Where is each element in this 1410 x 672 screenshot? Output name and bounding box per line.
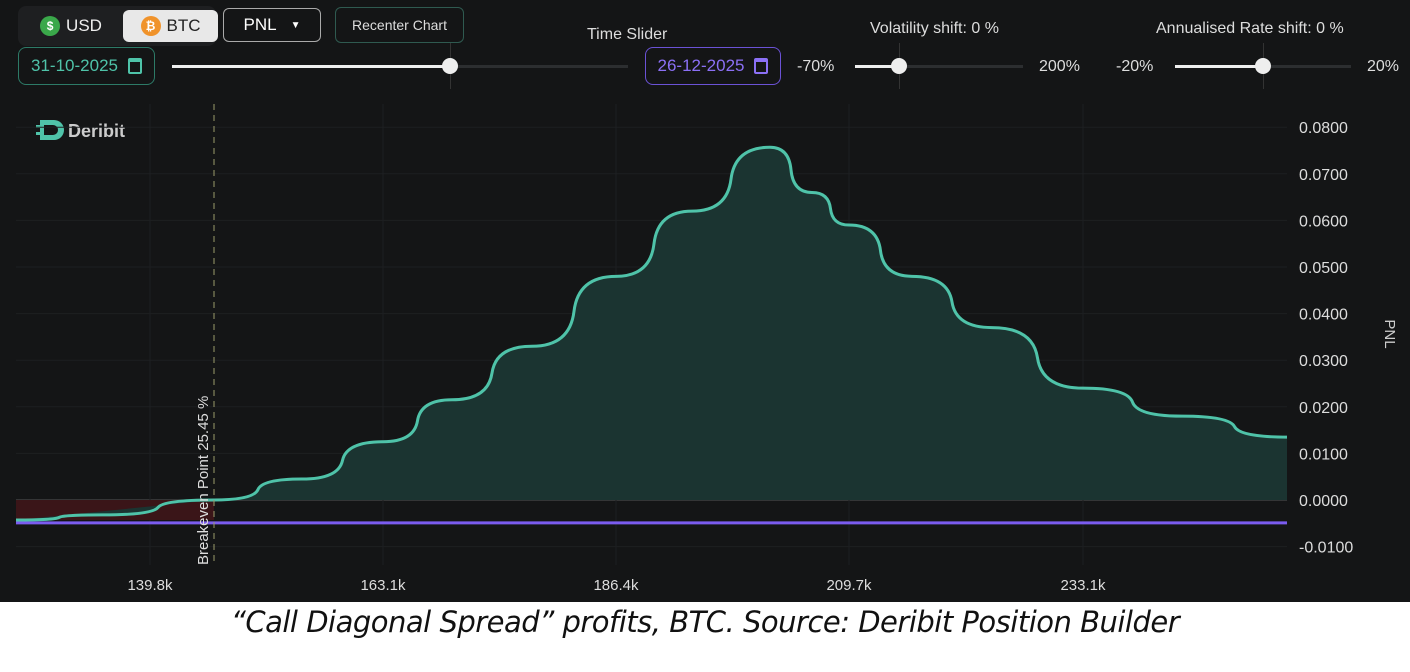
volatility-slider-handle[interactable] [890,58,907,74]
start-date-input[interactable]: 31-10-2025 [18,47,155,85]
usd-button[interactable]: $ USD [28,10,114,42]
y-tick-label: 0.0600 [1299,213,1348,230]
profit-area [16,147,1287,521]
volatility-slider[interactable] [855,43,1023,89]
y-tick-label: 0.0300 [1299,353,1348,370]
rate-slider[interactable] [1175,43,1351,89]
y-tick-label: 0.0200 [1299,400,1348,417]
x-tick-label: 233.1k [1060,577,1106,594]
pnl-chart[interactable]: Deribit Breakeven Point 25.45 % 0.0800 0.0… [0,0,1410,602]
rate-label: Annualised Rate shift: 0 % [1156,20,1344,37]
time-slider-label: Time Slider [587,26,668,43]
y-tick-label: 0.0800 [1299,120,1348,137]
y-tick-label: 0.0100 [1299,446,1348,463]
y-tick-label: 0.0700 [1299,167,1348,184]
calendar-icon [754,58,769,74]
time-slider[interactable] [172,43,628,89]
breakeven-label: Breakeven Point 25.45 % [195,396,212,565]
x-tick-label: 139.8k [127,577,173,594]
recenter-chart-button[interactable]: Recenter Chart [335,7,464,43]
pnl-line [15,145,1288,522]
time-slider-handle[interactable] [442,58,459,74]
y-tick-label: 0.0400 [1299,307,1348,324]
y-axis-label: PNL [1381,319,1398,348]
end-date-input[interactable]: 26-12-2025 [645,47,781,85]
position-builder: $ USD ₿ BTC PNL ▼ Recenter Chart 31-10-2025… [0,0,1410,602]
svg-text:Deribit: Deribit [68,121,125,141]
deribit-logo: Deribit [36,120,125,141]
btc-button[interactable]: ₿ BTC [123,10,218,42]
x-tick-label: 186.4k [593,577,639,594]
caption: “Call Diagonal Spread” profits, BTC. Sou… [230,605,1180,639]
rate-slider-handle[interactable] [1255,58,1271,74]
calendar-icon [127,58,142,74]
y-tick-label: 0.0500 [1299,260,1348,277]
x-tick-label: 163.1k [360,577,406,594]
volatility-label: Volatility shift: 0 % [870,20,999,37]
chevron-down-icon: ▼ [290,19,301,31]
x-tick-label: 209.7k [826,577,872,594]
y-tick-label: 0.0000 [1299,493,1348,510]
dollar-icon: $ [40,16,61,36]
y-tick-label: -0.0100 [1299,540,1353,557]
metric-select[interactable]: PNL ▼ [223,8,321,42]
bitcoin-icon: ₿ [140,16,161,36]
